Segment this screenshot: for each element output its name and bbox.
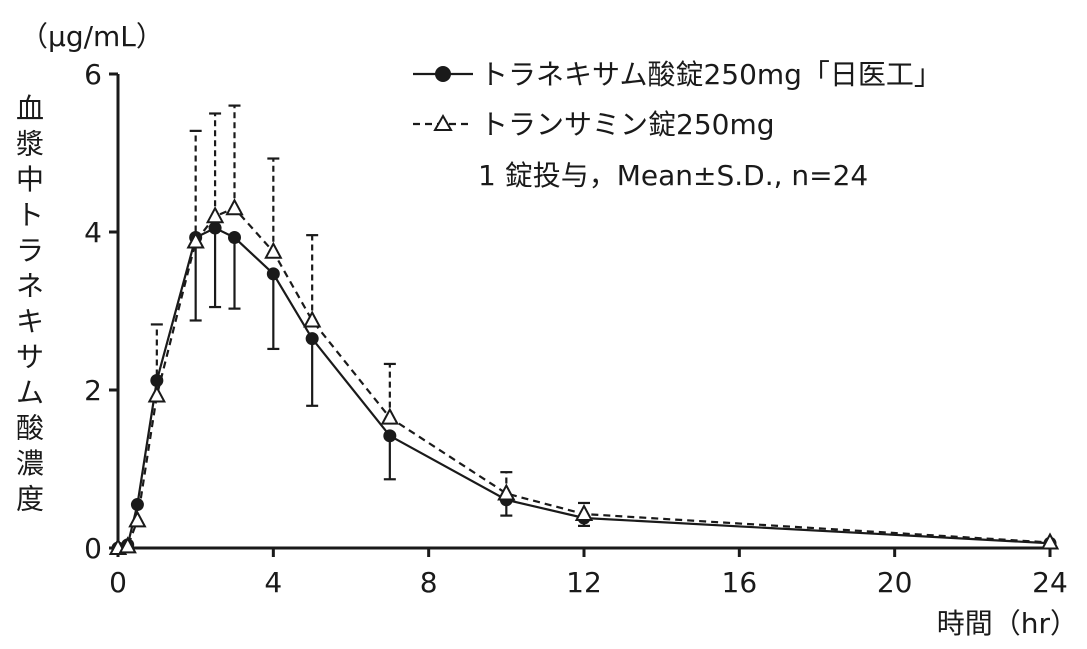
data-point xyxy=(147,385,167,403)
data-point xyxy=(208,221,222,235)
x-tick-label: 20 xyxy=(877,566,913,599)
x-tick-label: 12 xyxy=(566,566,602,599)
data-point xyxy=(264,241,283,259)
legend-marker-triangle xyxy=(433,113,453,131)
data-point xyxy=(305,332,319,346)
series-2 xyxy=(108,104,1060,555)
data-point xyxy=(383,429,397,443)
data-point xyxy=(497,483,516,501)
data-point xyxy=(266,267,280,281)
x-tick-label: 16 xyxy=(722,566,758,599)
y-tick-label: 4 xyxy=(84,216,102,249)
y-tick-label: 2 xyxy=(84,374,102,407)
legend-marker-circle xyxy=(435,66,451,82)
data-point xyxy=(118,536,137,554)
series-line xyxy=(117,226,1051,550)
y-unit-label: （μg/mL） xyxy=(20,20,164,53)
y-tick-label: 0 xyxy=(84,532,102,565)
data-point xyxy=(205,206,225,224)
x-tick-label: 24 xyxy=(1032,566,1068,599)
dosing-note: 1 錠投与，Mean±S.D., n=24 xyxy=(478,159,868,192)
data-point xyxy=(130,498,144,512)
data-point xyxy=(574,503,594,522)
legend: トラネキサム酸錠250mg「日医工」 トランサミン錠250mg 1 錠投与，Me… xyxy=(413,58,942,192)
data-point xyxy=(128,510,147,528)
data-point xyxy=(380,407,400,425)
legend-label-series-2: トランサミン錠250mg xyxy=(480,108,775,141)
legend-label-series-1: トラネキサム酸錠250mg「日医工」 xyxy=(480,58,942,91)
x-ticks: 0 4 8 12 16 20 24 xyxy=(109,548,1068,599)
data-point xyxy=(228,231,241,245)
y-axis-label: 血漿中トラネキサム酸濃度 xyxy=(16,92,44,516)
data-point xyxy=(225,198,244,216)
x-tick-label: 4 xyxy=(264,566,282,599)
data-point xyxy=(186,231,205,249)
y-tick-label: 6 xyxy=(84,58,102,91)
x-axis-label: 時間（hr） xyxy=(937,607,1078,640)
series-layer xyxy=(108,104,1060,555)
data-point xyxy=(1040,532,1060,550)
x-tick-label: 8 xyxy=(420,566,438,599)
legend-item-series-1: トラネキサム酸錠250mg「日医工」 xyxy=(413,58,942,91)
data-point xyxy=(302,310,322,328)
legend-item-series-2: トランサミン錠250mg xyxy=(413,108,775,141)
x-tick-label: 0 xyxy=(109,566,127,599)
y-ticks: 0 2 4 6 xyxy=(84,58,118,565)
